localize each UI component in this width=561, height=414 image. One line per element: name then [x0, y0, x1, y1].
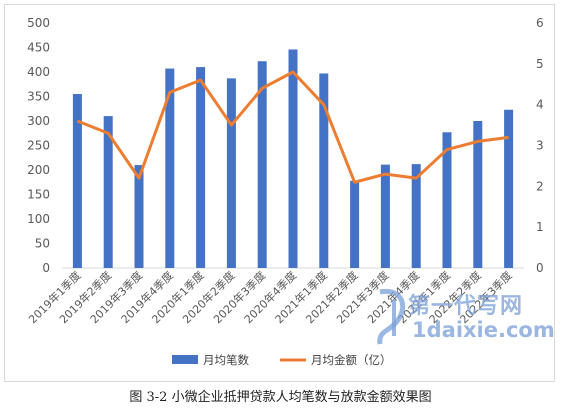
left-y-tick-label: 150 — [27, 188, 50, 202]
left-y-tick-label: 250 — [27, 139, 50, 153]
bar — [350, 180, 360, 268]
watermark-text-cn: 第一代写网 — [408, 294, 524, 319]
left-y-tick-label: 450 — [27, 41, 50, 55]
line-series — [76, 70, 509, 184]
bar — [165, 68, 175, 268]
left-y-tick-label: 200 — [27, 163, 50, 177]
legend: 月均笔数 月均金额（亿） — [172, 353, 392, 367]
left-y-axis: 0 50 100 150 200 250 300 350 400 450 500 — [27, 16, 50, 275]
left-y-tick-label: 500 — [27, 16, 50, 30]
right-y-tick-label: 2 — [536, 179, 544, 193]
bar — [196, 67, 206, 268]
bar — [134, 165, 144, 268]
left-y-tick-label: 400 — [27, 65, 50, 79]
bar — [257, 61, 267, 268]
bar — [411, 164, 421, 268]
right-y-tick-label: 5 — [536, 57, 544, 71]
watermark-logo-icon — [377, 288, 405, 345]
figure-caption: 图 3-2 小微企业抵押贷款人均笔数与放款金额效果图 — [129, 390, 432, 405]
bar — [442, 132, 452, 268]
bar — [103, 116, 113, 268]
bar — [504, 109, 514, 268]
watermark: 第一代写网 1daixie.com — [372, 286, 555, 356]
bar — [226, 78, 236, 269]
bar — [288, 49, 298, 269]
legend-swatch-bar — [172, 355, 198, 364]
bar — [380, 164, 390, 268]
right-y-tick-label: 0 — [536, 261, 544, 275]
right-y-tick-label: 6 — [536, 16, 544, 30]
legend-label-line: 月均金额（亿） — [311, 353, 392, 367]
right-y-tick-label: 4 — [536, 98, 544, 112]
right-y-axis: 0 1 2 3 4 5 6 — [536, 16, 544, 275]
left-y-tick-label: 50 — [35, 237, 50, 251]
bar — [473, 121, 483, 268]
left-y-tick-label: 350 — [27, 90, 50, 104]
left-y-tick-label: 0 — [42, 261, 50, 275]
legend-label-bar: 月均笔数 — [203, 353, 249, 367]
right-y-tick-label: 3 — [536, 139, 544, 153]
bar-series — [72, 49, 514, 269]
watermark-text-url: 1daixie.com — [412, 318, 555, 342]
bar — [319, 73, 329, 268]
bar — [72, 94, 82, 268]
left-y-tick-label: 100 — [27, 212, 50, 226]
right-y-tick-label: 1 — [536, 220, 544, 234]
left-y-tick-label: 300 — [27, 114, 50, 128]
chart-frame — [4, 4, 555, 382]
